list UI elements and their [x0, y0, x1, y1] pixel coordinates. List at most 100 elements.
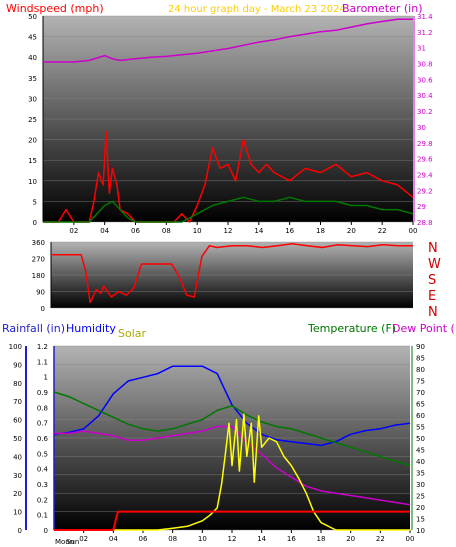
temperature-y-tick-label: 85 — [416, 355, 425, 363]
wind-y-tick-label: 25 — [28, 116, 37, 124]
temperature-y-tick-label: 25 — [416, 493, 425, 501]
wind-y-tick-label: 20 — [28, 137, 37, 145]
barometer-axis-title: Barometer (in) — [342, 2, 423, 15]
climate-x-tick-label: 18 — [317, 535, 326, 543]
climate-x-tick-label: 06 — [139, 535, 148, 543]
climate-x-tick-label: 20 — [346, 535, 355, 543]
temperature-y-tick-label: 70 — [416, 389, 425, 397]
temperature-y-tick-label: 45 — [416, 447, 425, 455]
rainfall-y-tick-label: 0.2 — [37, 496, 48, 504]
rainfall-y-tick-label: 0 — [44, 527, 48, 535]
wind-x-tick-label: 14 — [254, 227, 263, 235]
temperature-y-tick-label: 55 — [416, 424, 425, 432]
rainfall-y-tick-label: 0.4 — [37, 466, 49, 474]
barometer-y-tick-label: 29.2 — [417, 187, 433, 195]
wind-y-tick-label: 35 — [28, 75, 37, 83]
barometer-y-tick-label: 31.4 — [417, 13, 433, 21]
barometer-y-tick-label: 29.4 — [417, 171, 433, 179]
temperature-y-tick-label: 30 — [416, 481, 425, 489]
moon-label: Moon — [55, 538, 74, 546]
barometer-y-tick-label: 30.6 — [417, 76, 433, 84]
barometer-y-tick-label: 30.4 — [417, 92, 433, 100]
climate-x-tick-label: 00 — [406, 535, 415, 543]
humidity-y-tick-label: 80 — [13, 380, 22, 388]
humidity-y-tick-label: 60 — [13, 417, 22, 425]
wind-y-tick-label: 50 — [28, 13, 37, 21]
humidity-y-tick-label: 10 — [13, 509, 22, 517]
wind-x-tick-label: 00 — [409, 227, 418, 235]
climate-x-tick-label: 04 — [109, 535, 118, 543]
temperature-y-tick-label: 40 — [416, 458, 425, 466]
humidity-y-tick-label: 20 — [13, 490, 22, 498]
humidity-y-tick-label: 50 — [13, 435, 22, 443]
wind-y-tick-label: 10 — [28, 178, 37, 186]
climate-x-tick-label: 02 — [79, 535, 88, 543]
wind-y-tick-label: 0 — [33, 219, 37, 227]
barometer-y-tick-label: 29.8 — [417, 140, 433, 148]
direction-y-tick-label: 270 — [32, 256, 45, 264]
rainfall-y-tick-label: 0.6 — [37, 435, 49, 443]
wind-x-tick-label: 04 — [100, 227, 109, 235]
temperature-y-tick-label: 80 — [416, 366, 425, 374]
graph-title: 24 hour graph day - March 23 2024 — [168, 4, 346, 15]
dewpoint-axis-title: Dew Point (F) — [392, 322, 456, 335]
temperature-axis-title: Temperature (F) — [307, 322, 396, 335]
solar-axis-title: Solar — [118, 327, 147, 340]
direction-y-tick-label: 90 — [36, 289, 45, 297]
rainfall-y-tick-label: 0.7 — [37, 420, 48, 428]
barometer-series-line — [43, 18, 413, 63]
climate-x-tick-label: 22 — [376, 535, 385, 543]
climate-x-tick-label: 10 — [198, 535, 207, 543]
temperature-y-tick-label: 65 — [416, 401, 425, 409]
direction-y-tick-label: 360 — [32, 239, 45, 247]
wind-y-tick-label: 15 — [28, 157, 37, 165]
direction-label-w: W — [428, 257, 441, 272]
barometer-y-tick-label: 31 — [417, 45, 426, 53]
climate-x-tick-label: 08 — [168, 535, 177, 543]
wind-x-tick-label: 08 — [162, 227, 171, 235]
temperature-y-tick-label: 20 — [416, 504, 425, 512]
rainfall-y-tick-label: 0.5 — [37, 450, 48, 458]
barometer-y-tick-label: 29.6 — [417, 156, 433, 164]
wind-gust-series-line — [43, 130, 414, 223]
direction-label-n-top: N — [428, 241, 438, 256]
humidity-y-tick-label: 90 — [13, 361, 22, 369]
rainfall-y-tick-label: 1.1 — [37, 358, 48, 366]
direction-label-s: S — [428, 273, 436, 288]
temperature-y-tick-label: 10 — [416, 527, 425, 535]
wind-average-series-line — [43, 196, 414, 223]
direction-label-n-bottom: N — [428, 305, 438, 320]
wind-y-tick-label: 5 — [33, 198, 37, 206]
rainfall-y-tick-label: 0.8 — [37, 404, 48, 412]
wind-x-tick-label: 18 — [316, 227, 325, 235]
humidity-y-tick-label: 30 — [13, 472, 22, 480]
wind-x-tick-label: 16 — [285, 227, 294, 235]
wind-y-tick-label: 30 — [28, 95, 37, 103]
windspeed-axis-title: Windspeed (mph) — [6, 2, 104, 15]
rainfall-y-tick-label: 0.9 — [37, 389, 48, 397]
rainfall-axis-title: Rainfall (in) — [2, 322, 65, 335]
rainfall-y-tick-label: 1.2 — [37, 343, 48, 351]
barometer-y-tick-label: 30.2 — [417, 108, 433, 116]
rainfall-y-tick-label: 0.3 — [37, 481, 48, 489]
humidity-y-tick-label: 0 — [18, 527, 22, 535]
temperature-y-tick-label: 75 — [416, 378, 425, 386]
sun-label: Sun — [66, 538, 79, 546]
climate-x-tick-label: 16 — [287, 535, 296, 543]
humidity-axis-title: Humidity — [66, 322, 116, 335]
wind-x-tick-label: 06 — [131, 227, 140, 235]
barometer-y-tick-label: 29 — [417, 203, 426, 211]
humidity-y-tick-label: 40 — [13, 453, 22, 461]
humidity-y-tick-label: 70 — [13, 398, 22, 406]
temperature-y-tick-label: 60 — [416, 412, 425, 420]
barometer-y-tick-label: 31.2 — [417, 29, 433, 37]
rainfall-y-tick-label: 1 — [44, 374, 48, 382]
direction-y-tick-label: 0 — [41, 305, 45, 313]
wind-x-tick-label: 22 — [378, 227, 387, 235]
temperature-y-tick-label: 90 — [416, 343, 425, 351]
temperature-series-line — [53, 391, 411, 467]
wind-x-tick-label: 20 — [347, 227, 356, 235]
temperature-y-tick-label: 15 — [416, 516, 425, 524]
